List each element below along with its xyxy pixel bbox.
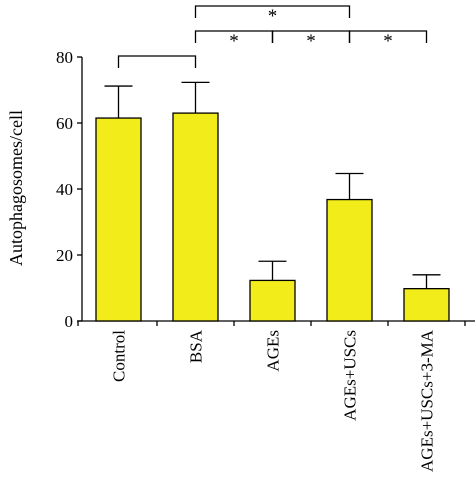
significance-bracket — [348, 30, 428, 43]
significance-label: * — [229, 31, 239, 52]
significance-bracket — [117, 55, 197, 68]
significance-bracket — [194, 5, 351, 18]
significance-label: * — [268, 6, 278, 27]
y-tick-label: 60 — [56, 114, 73, 133]
y-tick-label: 20 — [56, 246, 73, 265]
bar — [326, 198, 373, 322]
bar — [172, 112, 219, 322]
y-axis-label: Autophagosomes/cell — [6, 110, 26, 266]
significance-label: * — [383, 31, 393, 52]
y-tick-label: 0 — [65, 312, 74, 331]
y-tick-label: 80 — [56, 48, 73, 67]
bar — [249, 279, 296, 322]
significance-label: * — [306, 31, 316, 52]
x-category-label: AGEs — [264, 330, 283, 372]
x-category-label: AGEs+USCs — [341, 330, 360, 421]
x-category-label: AGEs+USCs+3-MA — [418, 329, 437, 472]
plot-area: 0 20 40 60 80 Control BSA AGEs AGEs+USCs AGEs+USC… — [56, 5, 475, 472]
x-category-label: Control — [110, 330, 129, 382]
bar — [403, 288, 450, 322]
y-tick-label: 40 — [56, 180, 73, 199]
bar — [95, 117, 142, 322]
x-category-label: BSA — [187, 329, 206, 363]
